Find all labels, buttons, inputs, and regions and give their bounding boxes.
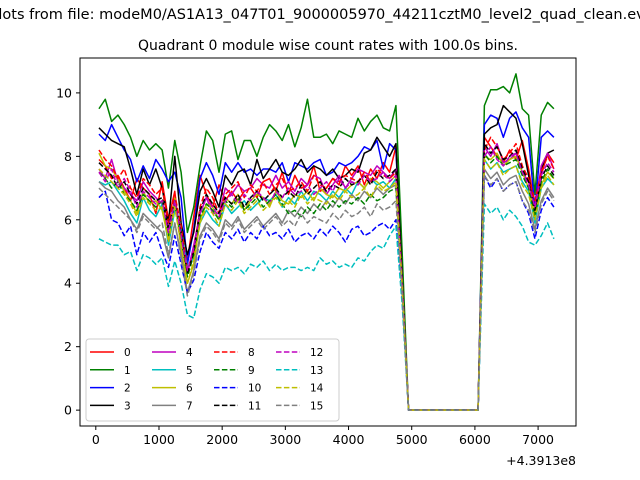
legend-box (85, 338, 340, 422)
x-tick-label: 6000 (459, 432, 491, 447)
series-layer (98, 73, 555, 411)
y-tick-label: 2 (64, 339, 72, 354)
legend-label: 12 (310, 347, 323, 359)
legend-label: 7 (186, 400, 193, 412)
y-axis: 0 2 4 6 8 10 (56, 85, 80, 418)
legend-label: 4 (186, 347, 193, 359)
y-tick-label: 8 (64, 149, 72, 164)
y-tick-label: 0 (64, 403, 72, 418)
plot-frame (79, 57, 577, 427)
legend-label: 5 (186, 365, 193, 377)
x-tick-label: 3000 (269, 432, 301, 447)
legend-label: 0 (124, 347, 131, 359)
x-tick-label: 1000 (143, 432, 175, 447)
chart-title: Quadrant 0 module wise count rates with … (138, 38, 518, 54)
legend-label: 11 (248, 400, 261, 412)
series-line-8 (98, 136, 555, 411)
figure-suptitle: Plots from file: modeM0/AS1A13_047T01_90… (0, 7, 640, 23)
legend-label: 15 (310, 400, 323, 412)
legend-label: 14 (310, 383, 324, 395)
x-tick-label: 4000 (333, 432, 365, 447)
legend-label: 10 (248, 383, 261, 395)
series-line-12 (98, 146, 555, 411)
x-tick-label: 0 (92, 432, 100, 447)
y-tick-label: 6 (64, 212, 72, 227)
series-line-15 (98, 174, 555, 411)
legend-label: 3 (124, 400, 131, 412)
y-tick-label: 10 (56, 85, 72, 100)
legend-label: 9 (248, 365, 255, 377)
y-tick-label: 4 (64, 276, 72, 291)
legend-label: 8 (248, 347, 255, 359)
x-tick-label: 7000 (522, 432, 554, 447)
x-axis: 0 1000 2000 3000 4000 5000 6000 7000 (92, 426, 554, 447)
x-tick-label: 5000 (396, 432, 428, 447)
legend-label: 2 (124, 383, 131, 395)
x-tick-label: 2000 (206, 432, 238, 447)
legend-label: 1 (124, 365, 131, 377)
legend-label: 6 (186, 383, 193, 395)
legend-label: 13 (310, 365, 323, 377)
x-axis-offset-label: +4.3913e8 (506, 453, 576, 468)
